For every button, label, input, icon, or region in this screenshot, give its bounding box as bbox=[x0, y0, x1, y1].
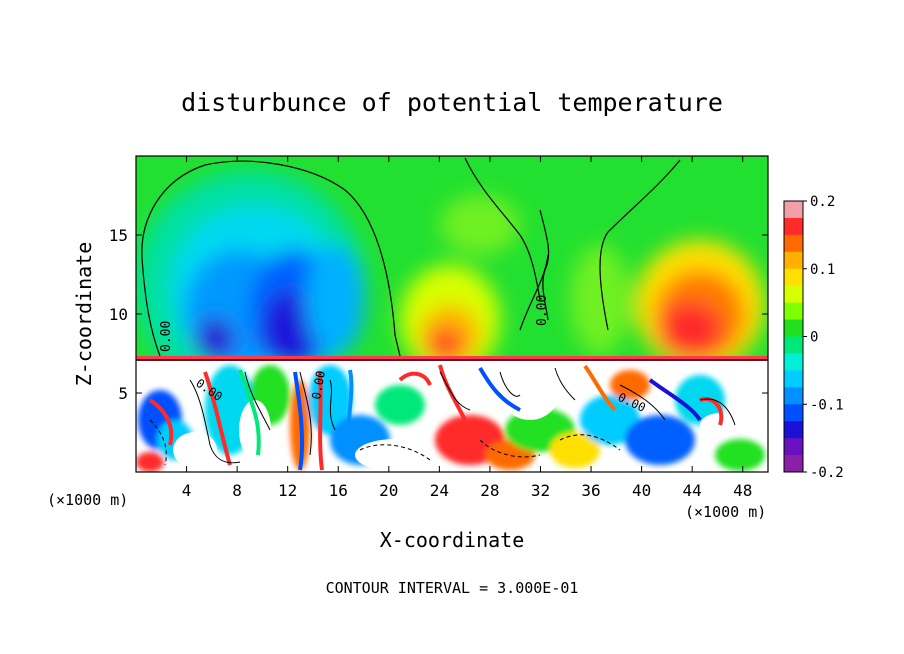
x-unit-right: (×1000 m) bbox=[685, 503, 766, 521]
lower-streaks bbox=[148, 364, 724, 471]
colorbar-swatch bbox=[784, 251, 803, 270]
x-tick-label: 28 bbox=[480, 481, 499, 500]
colorbar-swatch bbox=[784, 438, 803, 456]
y-tick-label: 10 bbox=[109, 305, 128, 324]
contour-interval-footer: CONTOUR INTERVAL = 3.000E-01 bbox=[326, 579, 579, 597]
y-axis: 5 10 15 bbox=[109, 226, 768, 403]
x-tick-label: 44 bbox=[683, 481, 702, 500]
colorbar-swatch bbox=[784, 319, 803, 337]
colorbar-swatch bbox=[784, 268, 803, 287]
x-axis: 4 8 12 16 20 24 28 32 36 40 44 48 bbox=[182, 156, 752, 500]
x-tick-label: 48 bbox=[733, 481, 752, 500]
colorbar-ticks: 0.2 0.1 0 -0.1 -0.2 bbox=[803, 194, 844, 481]
y-tick-label: 5 bbox=[118, 384, 128, 403]
x-tick-label: 36 bbox=[581, 481, 600, 500]
upper-anomalies bbox=[136, 170, 765, 400]
colorbar-tick-label: -0.1 bbox=[810, 397, 844, 413]
x-tick-label: 32 bbox=[531, 481, 550, 500]
y-axis-title: Z-coordinate bbox=[72, 242, 96, 387]
colorbar-tick-label: -0.2 bbox=[810, 465, 844, 481]
colorbar-swatch bbox=[784, 336, 803, 354]
x-tick-label: 40 bbox=[632, 481, 651, 500]
x-axis-title: X-coordinate bbox=[380, 528, 525, 552]
contour-label: 0.00 bbox=[159, 321, 174, 352]
colorbar bbox=[784, 201, 803, 473]
upper-contours bbox=[141, 157, 681, 357]
x-tick-label: 20 bbox=[379, 481, 398, 500]
colorbar-swatch bbox=[784, 421, 803, 439]
inversion-layer bbox=[136, 356, 768, 361]
colorbar-tick-label: 0.1 bbox=[810, 262, 835, 278]
colorbar-swatch bbox=[784, 455, 803, 473]
x-tick-label: 8 bbox=[232, 481, 242, 500]
x-tick-label: 12 bbox=[278, 481, 297, 500]
colorbar-swatch bbox=[784, 302, 803, 321]
colorbar-swatch bbox=[784, 234, 803, 253]
contour-label: 0.00 bbox=[309, 370, 328, 401]
x-unit-left: (×1000 m) bbox=[47, 491, 128, 509]
chart-title: disturbunce of potential temperature bbox=[181, 88, 723, 117]
contour-label: 0.00 bbox=[535, 295, 550, 326]
x-tick-label: 24 bbox=[430, 481, 449, 500]
plot-area: 0.00 0.00 0.00 0.00 0.00 bbox=[136, 156, 768, 472]
colorbar-swatch bbox=[784, 353, 803, 371]
x-tick-label: 16 bbox=[329, 481, 348, 500]
y-tick-label: 15 bbox=[109, 226, 128, 245]
colorbar-swatch bbox=[784, 387, 803, 405]
colorbar-swatch bbox=[784, 217, 803, 236]
colorbar-swatch bbox=[784, 285, 803, 304]
lower-contours bbox=[149, 367, 736, 466]
colorbar-tick-label: 0 bbox=[810, 330, 818, 346]
colorbar-tick-label: 0.2 bbox=[810, 194, 835, 210]
colorbar-swatch bbox=[784, 404, 803, 422]
x-tick-label: 4 bbox=[182, 481, 192, 500]
colorbar-swatch bbox=[784, 201, 803, 219]
colorbar-swatch bbox=[784, 370, 803, 388]
